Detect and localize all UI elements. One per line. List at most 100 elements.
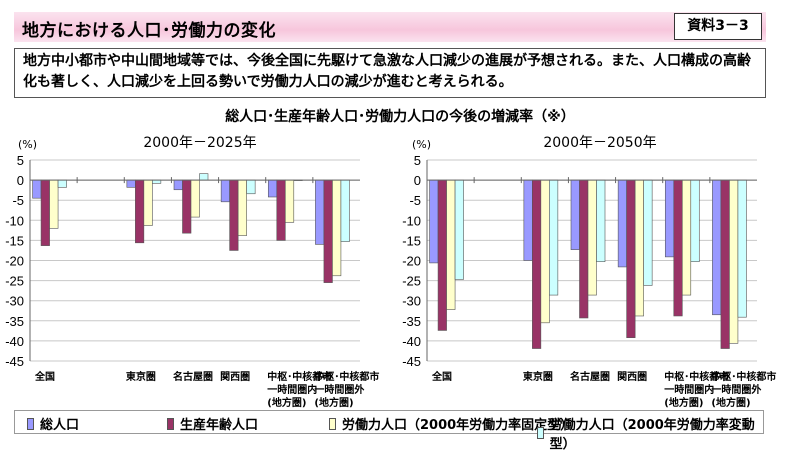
y-tick-label: -30 — [5, 294, 24, 309]
bar — [617, 179, 627, 268]
bar — [523, 179, 533, 261]
x-category-label: (地方圏) — [267, 396, 306, 409]
bar — [246, 179, 256, 195]
y-tick-label: -25 — [402, 274, 421, 289]
y-tick-label: -10 — [402, 213, 421, 228]
legend-swatch — [537, 427, 544, 439]
bar — [690, 179, 700, 263]
chart-title: 2000年－2025年 — [143, 135, 256, 151]
x-category-label: (地方圏) — [664, 396, 703, 409]
bar — [673, 179, 683, 317]
bar — [143, 179, 153, 226]
bar — [40, 179, 50, 246]
bar — [596, 179, 606, 263]
bar — [199, 173, 209, 181]
legend-swatch — [167, 417, 174, 430]
y-axis-unit: (%) — [18, 138, 37, 151]
y-tick-label: 5 — [17, 153, 24, 168]
bar — [182, 179, 192, 234]
bar — [284, 179, 295, 223]
x-category-label: 関西圏 — [617, 371, 647, 383]
y-tick-label: -5 — [409, 193, 421, 208]
bar — [437, 179, 447, 331]
bar — [720, 179, 730, 349]
y-tick-label: 0 — [17, 173, 24, 188]
legend-item-labor-variable: 労働力人口（2000年労働力率変動型） — [537, 414, 763, 452]
y-tick-label: -10 — [5, 213, 24, 228]
bar — [579, 179, 589, 319]
x-category-label: 名古屋圏 — [173, 370, 213, 383]
x-category-label: 一時間圏外 — [314, 383, 364, 396]
y-tick-label: -35 — [402, 314, 421, 329]
bar — [540, 179, 550, 324]
title-bar — [14, 12, 766, 42]
bar — [626, 179, 636, 338]
x-category-label: 一時間圏内 — [664, 383, 714, 396]
bar — [126, 179, 136, 188]
y-tick-label: -45 — [5, 354, 24, 369]
bar — [229, 179, 239, 251]
y-tick-label: -5 — [12, 193, 24, 208]
x-category-label: 全国 — [34, 370, 55, 383]
chart-2025: 2000年－2025年 (%) 5 0 -5 -10 -15 -20 -25 -30 -35 -40 -… — [5, 135, 379, 409]
x-category-label: 中枢･中核都市 — [314, 370, 379, 383]
x-category-label: 全国 — [431, 370, 452, 383]
y-tick-label: -40 — [5, 334, 24, 349]
bar — [712, 179, 722, 316]
legend-item-total: 総人口 — [27, 414, 79, 433]
bar — [729, 179, 739, 344]
chart-subtitle: 総人口･生産年齢人口･労働力人口の今後の増減率（※） — [225, 109, 575, 125]
bar — [323, 179, 333, 283]
legend-label: 総人口 — [40, 418, 80, 433]
bar — [532, 179, 542, 349]
y-tick-label: -35 — [5, 314, 24, 329]
x-category-label: 関西圏 — [220, 371, 250, 383]
bar — [634, 179, 644, 317]
bar — [237, 179, 247, 236]
bar — [429, 179, 439, 264]
legend-item-labor-fixed: 労働力人口（2000年労働力率固定型） — [329, 414, 573, 433]
bar — [173, 179, 183, 191]
bar — [454, 179, 464, 280]
legend: 総人口 生産年齢人口 労働力人口（2000年労働力率固定型） 労働力人口（200… — [14, 410, 764, 452]
x-category-label: 東京圏 — [126, 370, 156, 383]
y-tick-label: -30 — [402, 294, 421, 309]
bar — [340, 179, 350, 242]
legend-label: 労働力人口（2000年労働力率固定型） — [342, 418, 574, 433]
x-category-label: 一時間圏外 — [711, 383, 761, 396]
bar — [135, 179, 145, 244]
y-tick-label: -20 — [5, 254, 24, 269]
bar — [737, 179, 747, 318]
y-tick-label: 5 — [414, 153, 421, 168]
bar — [57, 179, 67, 188]
bar — [49, 179, 59, 229]
legend-item-working-age: 生産年齢人口 — [167, 414, 258, 433]
chart-title: 2000年－2050年 — [543, 135, 656, 151]
bar — [446, 179, 456, 310]
legend-label: 生産年齢人口 — [180, 418, 259, 433]
bar — [190, 179, 200, 218]
bar — [276, 179, 286, 241]
x-category-label: 中枢･中核都市 — [267, 370, 332, 383]
legend-swatch — [27, 417, 34, 430]
y-tick-label: -45 — [402, 354, 421, 369]
bar — [267, 179, 278, 198]
description-box: 地方中小都市や中山間地域等では、今後全国に先駆けて急激な人口減少の進展が予想され… — [14, 48, 766, 98]
bar — [332, 179, 342, 277]
bar — [570, 179, 580, 250]
x-category-label: 名古屋圏 — [570, 370, 610, 383]
bar — [220, 179, 230, 203]
bar — [549, 179, 559, 296]
x-category-label: 中枢･中核都市 — [664, 370, 729, 383]
y-tick-label: -15 — [402, 233, 421, 248]
y-tick-label: -40 — [402, 334, 421, 349]
y-tick-label: -15 — [5, 233, 24, 248]
chart-2050: 2000年－2050年 (%) 5 0 -5 -10 -15 -20 -25 -30 -35 -40 -… — [402, 135, 776, 409]
y-tick-label: -20 — [402, 254, 421, 269]
bar — [587, 179, 597, 296]
x-category-label: 中枢･中核都市 — [711, 370, 776, 383]
legend-swatch — [329, 417, 336, 430]
y-tick-label: 0 — [414, 173, 421, 188]
legend-label: 労働力人口（2000年労働力率変動型） — [549, 418, 755, 452]
x-category-label: 一時間圏内 — [267, 383, 317, 396]
